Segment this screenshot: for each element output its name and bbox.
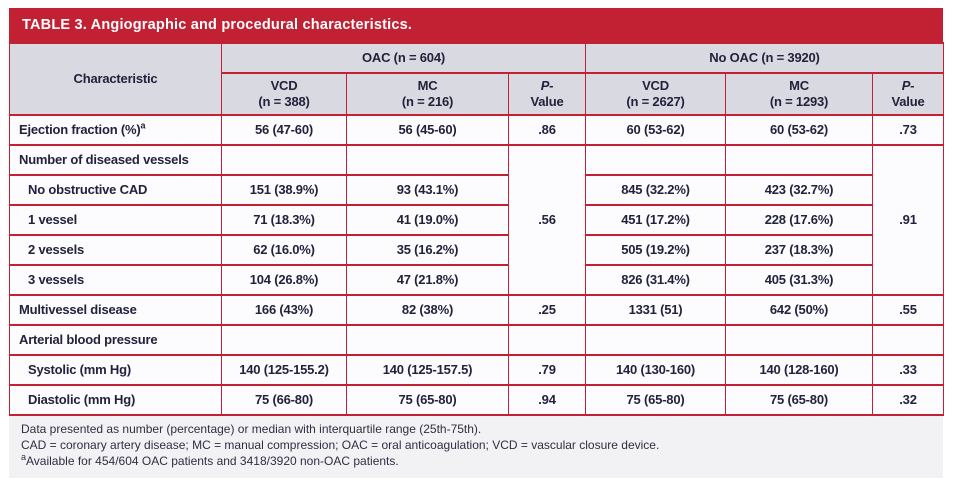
column-header-mc-oac: MC (n = 216): [346, 72, 509, 116]
data-cell: 405 (31.3%): [725, 264, 873, 296]
data-cell: [221, 324, 347, 356]
table-body: Ejection fraction (%)a 56 (47-60) 56 (45…: [9, 114, 944, 416]
row-label: 2 vessels: [9, 234, 222, 266]
data-cell: 166 (43%): [221, 294, 347, 326]
data-cell: 75 (65-80): [346, 384, 509, 416]
footnote-availability: aAvailable for 454/604 OAC patients and …: [21, 452, 399, 469]
data-cell: 140 (125-155.2): [221, 354, 347, 386]
data-cell: 237 (18.3%): [725, 234, 873, 266]
data-cell: 140 (130-160): [585, 354, 726, 386]
data-cell: 75 (66-80): [221, 384, 347, 416]
data-cell: 140 (125-157.5): [346, 354, 509, 386]
table-row-no-obstructive-cad: No obstructive CAD 151 (38.9%) 93 (43.1%…: [9, 174, 944, 206]
row-label: Arterial blood pressure: [9, 324, 222, 356]
row-label: Number of diseased vessels: [9, 144, 222, 176]
data-cell: 35 (16.2%): [346, 234, 509, 266]
table-card: TABLE 3. Angiographic and procedural cha…: [9, 8, 944, 478]
data-cell: 60 (53-62): [585, 114, 726, 146]
p-value-cell: .25: [508, 294, 586, 326]
data-cell: 93 (43.1%): [346, 174, 509, 206]
data-cell: [725, 324, 873, 356]
row-label: 3 vessels: [9, 264, 222, 296]
data-cell: 1331 (51): [585, 294, 726, 326]
data-cell: [725, 144, 873, 176]
table-header: Characteristic OAC (n = 604) No OAC (n =…: [9, 42, 944, 116]
column-header-vcd-no-oac: VCD (n = 2627): [585, 72, 726, 116]
data-cell: 451 (17.2%): [585, 204, 726, 236]
table-row-multivessel-disease: Multivessel disease 166 (43%) 82 (38%) .…: [9, 294, 944, 326]
footnote-marker: a: [21, 452, 27, 462]
group-header-no-oac: No OAC (n = 3920): [585, 42, 944, 74]
row-label: Diastolic (mm Hg): [9, 384, 222, 416]
table-row-diastolic: Diastolic (mm Hg) 75 (66-80) 75 (65-80) …: [9, 384, 944, 416]
row-label: No obstructive CAD: [9, 174, 222, 206]
row-label: Systolic (mm Hg): [9, 354, 222, 386]
data-cell: 826 (31.4%): [585, 264, 726, 296]
row-label: 1 vessel: [9, 204, 222, 236]
data-cell: [585, 324, 726, 356]
footnote-abbreviations: CAD = coronary artery disease; MC = manu…: [21, 438, 660, 452]
footnote-marker: a: [140, 120, 146, 131]
table-row-diseased-vessels: Number of diseased vessels .56 .91: [9, 144, 944, 296]
p-value-cell: .86: [508, 114, 586, 146]
group-header-oac: OAC (n = 604): [221, 42, 586, 74]
data-cell: 71 (18.3%): [221, 204, 347, 236]
p-value-cell: [508, 324, 586, 356]
footnote-data-presentation: Data presented as number (percentage) or…: [21, 422, 482, 436]
data-cell: [585, 144, 726, 176]
table-row-arterial-blood-pressure: Arterial blood pressure: [9, 324, 944, 356]
p-value-cell: .32: [872, 384, 944, 416]
p-value-cell: .55: [872, 294, 944, 326]
column-header-characteristic: Characteristic: [9, 42, 222, 116]
data-cell: 47 (21.8%): [346, 264, 509, 296]
table-row-ejection-fraction: Ejection fraction (%)a 56 (47-60) 56 (45…: [9, 114, 944, 146]
data-cell: 75 (65-80): [725, 384, 873, 416]
data-cell: [346, 144, 509, 176]
table-title: TABLE 3. Angiographic and procedural cha…: [22, 17, 413, 33]
table-row-3-vessels: 3 vessels 104 (26.8%) 47 (21.8%) 826 (31…: [9, 264, 944, 296]
p-value-cell: [872, 324, 944, 356]
data-cell: 228 (17.6%): [725, 204, 873, 236]
p-value-cell: .33: [872, 354, 944, 386]
table-row-2-vessels: 2 vessels 62 (16.0%) 35 (16.2%) 505 (19.…: [9, 234, 944, 266]
table-footnotes: Data presented as number (percentage) or…: [9, 416, 943, 478]
data-cell: [221, 144, 347, 176]
data-cell: 151 (38.9%): [221, 174, 347, 206]
data-cell: 56 (45-60): [346, 114, 509, 146]
column-header-pvalue-oac: P- Value: [508, 72, 586, 116]
column-header-mc-no-oac: MC (n = 1293): [725, 72, 873, 116]
p-value-cell: .56: [508, 144, 586, 296]
data-cell: 845 (32.2%): [585, 174, 726, 206]
data-cell: 140 (128-160): [725, 354, 873, 386]
data-cell: 62 (16.0%): [221, 234, 347, 266]
data-cell: 60 (53-62): [725, 114, 873, 146]
column-header-pvalue-no-oac: P- Value: [872, 72, 944, 116]
data-cell: 75 (65-80): [585, 384, 726, 416]
table-row-systolic: Systolic (mm Hg) 140 (125-155.2) 140 (12…: [9, 354, 944, 386]
data-cell: 41 (19.0%): [346, 204, 509, 236]
data-cell: [346, 324, 509, 356]
data-cell: 642 (50%): [725, 294, 873, 326]
p-value-cell: .79: [508, 354, 586, 386]
data-cell: 104 (26.8%): [221, 264, 347, 296]
data-cell: 82 (38%): [346, 294, 509, 326]
row-label: Ejection fraction (%)a: [9, 114, 222, 146]
data-cell: 505 (19.2%): [585, 234, 726, 266]
row-label: Multivessel disease: [9, 294, 222, 326]
characteristics-table: Characteristic OAC (n = 604) No OAC (n =…: [9, 42, 944, 416]
column-header-vcd-oac: VCD (n = 388): [221, 72, 347, 116]
p-value-cell: .94: [508, 384, 586, 416]
table-row-1-vessel: 1 vessel 71 (18.3%) 41 (19.0%) 451 (17.2…: [9, 204, 944, 236]
table-title-bar: TABLE 3. Angiographic and procedural cha…: [9, 8, 943, 42]
data-cell: 56 (47-60): [221, 114, 347, 146]
data-cell: 423 (32.7%): [725, 174, 873, 206]
p-value-cell: .91: [872, 144, 944, 296]
p-value-cell: .73: [872, 114, 944, 146]
